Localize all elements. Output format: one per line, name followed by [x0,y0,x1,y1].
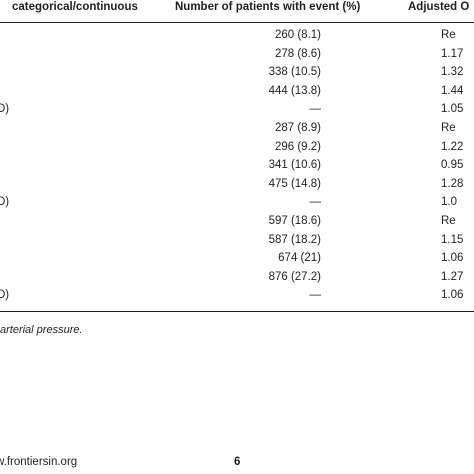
table-bottom-rule [0,311,474,312]
adjusted-or-cell: 1.27 [441,270,464,283]
adjusted-or-cell: Re [441,29,456,41]
adjusted-or-cell: 1.06 [441,252,464,265]
adjusted-or-cell: 1.0 [441,196,457,209]
adjusted-or-cell: 0.95 [441,159,464,172]
adjusted-or-cell: 1.05 [441,103,464,116]
adjusted-or-cell: 1.44 [441,84,464,97]
events-cell: 475 (14.8) [268,177,321,190]
column-header-type: categorical/continuous [12,1,138,13]
events-cell: — [309,289,322,302]
events-cell: — [309,196,322,209]
events-cell: 876 (27.2) [268,270,321,283]
column-header-adjusted-or: Adjusted O [408,1,470,13]
row-label: D) [0,103,10,116]
adjusted-or-cell: Re [441,122,456,134]
events-cell: 287 (8.9) [274,122,321,134]
events-cell: 278 (8.6) [274,47,321,60]
adjusted-or-cell: 1.17 [441,47,464,60]
row-label: D) [0,196,10,209]
adjusted-or-cell: 1.15 [441,233,464,246]
events-cell: 296 (9.2) [274,140,321,153]
events-cell: 597 (18.6) [268,215,321,227]
adjusted-or-cell: 1.22 [441,140,464,153]
header-rule [0,22,474,23]
events-cell: 444 (13.8) [268,84,321,97]
adjusted-or-cell: Re [441,215,456,227]
events-cell: 587 (18.2) [268,233,321,246]
adjusted-or-cell: 1.28 [441,177,464,190]
events-cell: 260 (8.1) [274,29,321,41]
events-cell: 338 (10.5) [268,66,321,79]
adjusted-or-cell: 1.06 [441,289,464,302]
page-number: 6 [234,456,241,468]
events-cell: 341 (10.6) [268,159,321,172]
column-header-events: Number of patients with event (%) [175,1,361,13]
events-cell: 674 (21) [278,252,321,265]
table-footnote: arterial pressure. [0,324,83,336]
adjusted-or-cell: 1.32 [441,66,464,79]
events-cell: — [309,103,322,116]
journal-url[interactable]: w.frontiersin.org [0,456,78,468]
row-label: D) [0,289,10,302]
